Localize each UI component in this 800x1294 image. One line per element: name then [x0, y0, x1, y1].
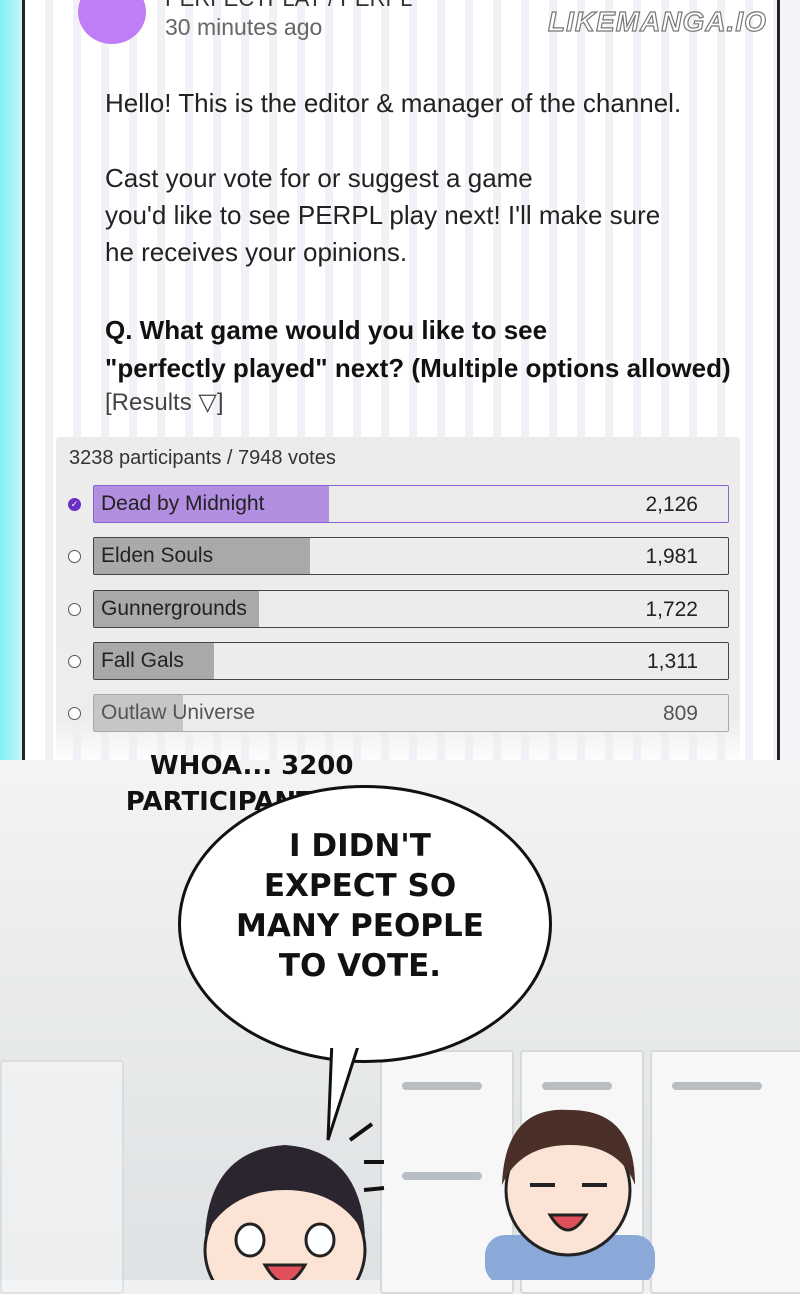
radio-icon[interactable]	[68, 602, 81, 616]
post-text: you'd like to see PERPL play next! I'll …	[105, 200, 661, 230]
speech-text: I DIDN'T EXPECT SO MANY PEOPLE TO VOTE.	[236, 828, 484, 984]
poll-option-count: 1,981	[645, 545, 698, 569]
poll-option-label: Fall Gals	[101, 648, 184, 672]
character-right	[485, 1109, 655, 1280]
poll-option[interactable]: Elden Souls 1,981	[56, 537, 740, 576]
poll-option-count: 1,311	[647, 649, 698, 673]
character-left	[203, 1145, 367, 1280]
speech-bubble-tail	[325, 1040, 365, 1141]
poll-option-count: 2,126	[645, 493, 698, 516]
post-text: Cast your vote for or suggest a game	[105, 163, 533, 193]
poll-bar[interactable]: Outlaw Universe 809	[93, 694, 729, 733]
poll-bar-fill	[94, 695, 183, 732]
poll-option-label: Elden Souls	[101, 544, 214, 568]
post-author: PERFECTPLAY / PERPL	[165, 0, 412, 12]
poll-bar[interactable]: Gunnergrounds 1,722	[93, 589, 729, 628]
poll-question: Q. What game would you like to see "perf…	[105, 315, 731, 383]
poll-option[interactable]: ✓ Dead by Midnight 2,126	[56, 485, 740, 523]
checked-radio-icon[interactable]: ✓	[68, 498, 81, 511]
post-time: 30 minutes ago	[165, 14, 323, 40]
poll-bar-fill	[94, 642, 215, 679]
poll-option[interactable]: Outlaw Universe 809	[56, 694, 740, 733]
results-toggle[interactable]: [Results ▽]	[105, 389, 224, 416]
poll-option-label: Gunnergrounds	[101, 596, 247, 620]
post-text: Hello! This is the editor & manager of t…	[105, 88, 682, 118]
poll-option[interactable]: Fall Gals 1,311	[56, 641, 740, 680]
poll-option-label: Dead by Midnight	[101, 492, 265, 515]
poll-option-count: 809	[662, 702, 698, 726]
action-lines	[348, 1122, 385, 1192]
speech-bubble	[178, 785, 552, 1063]
poll-bar[interactable]: Elden Souls 1,981	[93, 537, 729, 576]
poll-bar[interactable]: Fall Gals 1,311	[93, 641, 729, 680]
radio-icon[interactable]	[68, 707, 81, 721]
radio-icon[interactable]	[68, 654, 81, 668]
poll-summary: 3238 participants / 7948 votes	[69, 447, 336, 469]
poll-option[interactable]: Gunnergrounds 1,722	[56, 589, 740, 628]
watermark: LIKEMANGA.IO	[547, 5, 767, 37]
cabinet	[0, 1060, 124, 1294]
post-text: he receives your opinions.	[105, 237, 408, 267]
poll-bar-fill	[94, 486, 329, 522]
poll-option-label: Outlaw Universe	[101, 701, 256, 725]
cabinet	[650, 1050, 800, 1294]
poll-results: 3238 participants / 7948 votes ✓ Dead by …	[56, 437, 740, 767]
poll-bar[interactable]: Dead by Midnight 2,126	[93, 485, 729, 523]
poll-option-count: 1,722	[645, 597, 698, 621]
radio-icon[interactable]	[68, 550, 81, 564]
poll-bar-fill	[94, 538, 310, 575]
poll-bar-fill	[94, 590, 259, 627]
